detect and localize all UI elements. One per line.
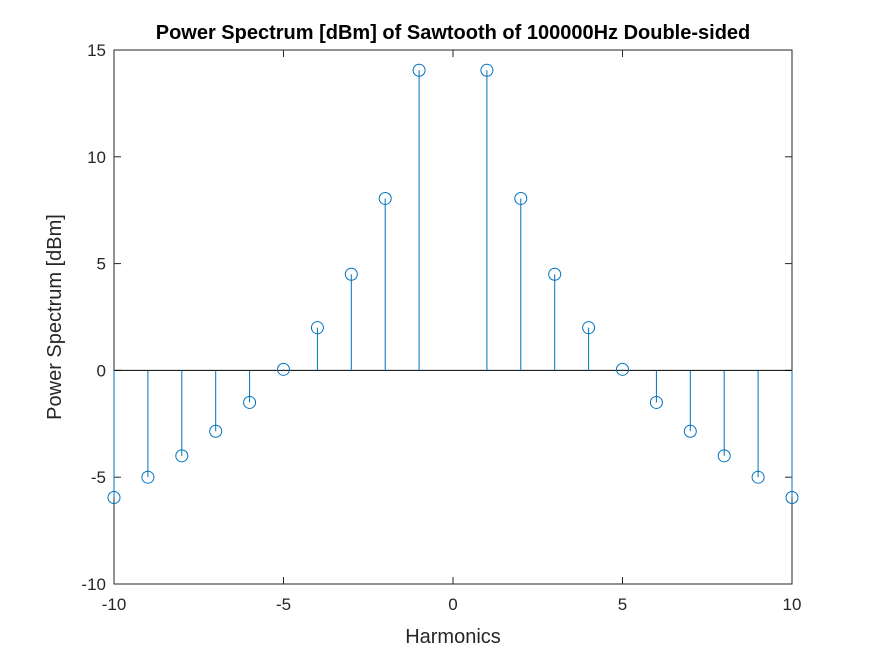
stem-marker xyxy=(344,267,358,281)
y-tick-label: -10 xyxy=(81,575,106,594)
stem-marker xyxy=(209,424,223,438)
chart-title: Power Spectrum [dBm] of Sawtooth of 1000… xyxy=(156,22,751,44)
plot-area: -10 -5 0 5 10 -10 -5 0 5 10 15 xyxy=(81,41,801,614)
stem-marker xyxy=(107,490,121,504)
y-tick-label: 0 xyxy=(97,361,106,380)
x-tick-label: 5 xyxy=(618,595,627,614)
x-tick-label: -10 xyxy=(102,595,127,614)
stem-marker xyxy=(480,63,494,77)
stem-marker xyxy=(514,191,528,205)
stem-marker xyxy=(649,395,663,409)
stem-marker xyxy=(582,321,596,335)
stem-marker xyxy=(378,191,392,205)
y-tick-label: 5 xyxy=(97,255,106,274)
stem-marker xyxy=(717,449,731,463)
stem-marker xyxy=(243,395,257,409)
stem-marker xyxy=(175,449,189,463)
y-tick-label: 10 xyxy=(87,148,106,167)
y-tick-label: -5 xyxy=(91,468,106,487)
y-axis-label: Power Spectrum [dBm] xyxy=(44,214,66,420)
stem-marker xyxy=(412,63,426,77)
x-tick-label: 0 xyxy=(448,595,457,614)
x-tick-label: 10 xyxy=(783,595,802,614)
x-axis-label: Harmonics xyxy=(405,626,501,648)
stem-marker xyxy=(277,362,290,376)
stem-marker xyxy=(616,362,629,376)
axes-box xyxy=(113,49,793,585)
x-tick-label: -5 xyxy=(276,595,291,614)
stem-marker xyxy=(751,470,765,484)
y-tick-label: 15 xyxy=(87,41,106,60)
stem-marker xyxy=(785,490,799,504)
stem-marker xyxy=(548,267,562,281)
stem-marker xyxy=(683,424,697,438)
stem-marker xyxy=(310,321,324,335)
stem-marker xyxy=(141,470,155,484)
